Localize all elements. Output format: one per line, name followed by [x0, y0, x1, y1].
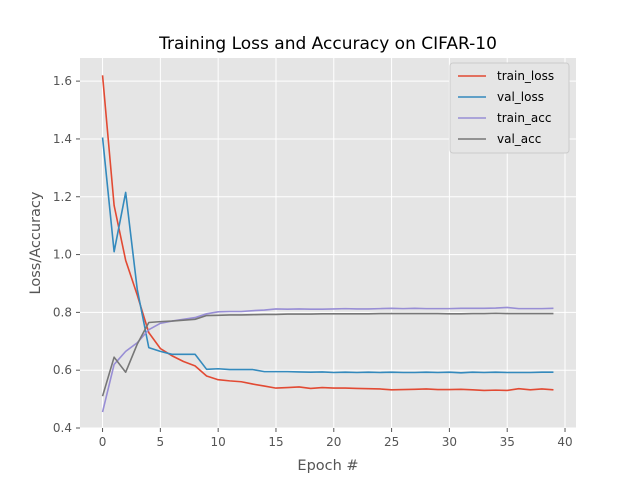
- y-tick-label: 1.0: [53, 248, 72, 262]
- y-axis-label: Loss/Accuracy: [28, 191, 44, 294]
- series-line-train-loss: [101, 75, 554, 392]
- legend-label: val_loss: [497, 90, 544, 104]
- chart-title: Training Loss and Accuracy on CIFAR-10: [158, 34, 497, 54]
- y-tick-label: 1.6: [53, 74, 72, 88]
- x-tick-label: 40: [557, 435, 572, 449]
- legend-label: train_acc: [497, 111, 551, 125]
- y-tick-label: 1.4: [53, 132, 72, 146]
- legend-label: train_loss: [497, 69, 554, 83]
- x-tick-label: 5: [157, 435, 165, 449]
- x-axis-label: Epoch #: [297, 458, 358, 474]
- x-tick-label: 0: [99, 435, 107, 449]
- x-tick-label: 15: [268, 435, 283, 449]
- x-tick-label: 20: [326, 435, 341, 449]
- series-line-val-acc: [101, 312, 554, 397]
- series-line-val-loss: [101, 137, 554, 374]
- y-tick-label: 0.4: [53, 421, 72, 435]
- y-tick-label: 0.6: [53, 363, 72, 377]
- legend: train_loss val_loss train_acc val_acc: [449, 62, 570, 154]
- x-tick-label: 10: [211, 435, 226, 449]
- legend-label: val_acc: [497, 132, 541, 146]
- x-tick-label: 35: [500, 435, 515, 449]
- y-tick-label: 0.8: [53, 305, 72, 319]
- axis-ticks: 0 5 10 15 20 25 30 35 40 0.4 0.6 0.8 1.0 1.2 1.4 1.6: [53, 74, 573, 449]
- x-tick-label: 25: [384, 435, 399, 449]
- x-tick-label: 30: [442, 435, 457, 449]
- legend-box: [449, 62, 570, 154]
- series-lines: [101, 75, 554, 413]
- y-tick-label: 1.2: [53, 190, 72, 204]
